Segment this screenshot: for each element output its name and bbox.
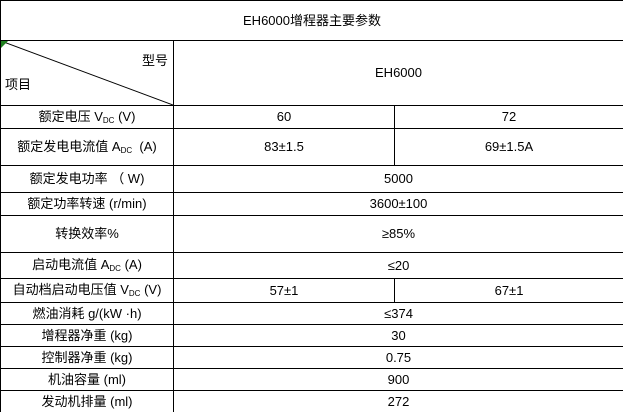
table-row: 控制器净重 (kg) 0.75	[0, 346, 623, 369]
table-row: 额定发电功率 （ W) 5000	[0, 165, 623, 193]
row-value: 900	[172, 368, 623, 391]
header-model-label: 型号	[141, 53, 168, 68]
label-subscript: DC	[120, 145, 133, 155]
row-label: 增程器净重 (kg)	[0, 324, 174, 347]
label-text: 额定电压 V	[38, 108, 103, 124]
label-unit: (V)	[114, 108, 136, 124]
row-label: 转换效率%	[0, 215, 174, 253]
row-value: 30	[172, 324, 623, 347]
row-label: 额定电压 VDC (V)	[0, 105, 174, 129]
header-corner-cell: 型号 项目	[0, 40, 174, 106]
row-label: 启动电流值 ADC (A)	[0, 252, 174, 279]
label-subscript: DC	[102, 115, 115, 125]
row-label: 发动机排量 (ml)	[0, 390, 174, 412]
label-text: 转换效率%	[55, 226, 119, 242]
row-value: 69±1.5A	[393, 128, 623, 166]
table-row: 额定电压 VDC (V) 60 72	[0, 105, 623, 129]
table-row: 发动机排量 (ml) 272	[0, 390, 623, 412]
label-text: 增程器净重 (kg)	[41, 327, 133, 343]
label-unit: (V)	[140, 282, 162, 298]
label-text: 燃油消耗 g/(kW ·h)	[32, 305, 142, 321]
table-row: 启动电流值 ADC (A) ≤20	[0, 252, 623, 279]
model-value-cell: EH6000	[172, 40, 623, 106]
row-value: 83±1.5	[173, 128, 395, 166]
row-value: 67±1	[393, 278, 623, 303]
label-text: 机油容量 (ml)	[48, 371, 126, 387]
row-value: 72	[393, 105, 623, 129]
label-text: 额定发电功率 （ W)	[29, 171, 145, 187]
row-label: 机油容量 (ml)	[0, 368, 174, 391]
table-title: EH6000增程器主要参数	[0, 0, 623, 41]
label-text: 额定发电电流值 A	[17, 138, 121, 154]
table-row: 增程器净重 (kg) 30	[0, 324, 623, 347]
table-row: 额定发电电流值 ADC (A) 83±1.5 69±1.5A	[0, 128, 623, 166]
row-value: ≥85%	[172, 215, 623, 253]
row-label: 控制器净重 (kg)	[0, 346, 174, 369]
title-row: EH6000增程器主要参数	[0, 0, 623, 41]
label-text: 启动电流值 A	[32, 257, 110, 273]
label-unit: (A)	[120, 257, 142, 273]
row-value: 3600±100	[172, 192, 623, 216]
row-label: 额定发电电流值 ADC (A)	[0, 128, 174, 166]
row-value: ≤374	[172, 302, 623, 325]
row-label: 燃油消耗 g/(kW ·h)	[0, 302, 174, 325]
label-text: 控制器净重 (kg)	[41, 349, 133, 365]
label-unit: (A)	[132, 138, 157, 154]
row-label: 自动档启动电压值 VDC (V)	[0, 278, 174, 303]
label-subscript: DC	[109, 264, 121, 274]
label-text: 自动档启动电压值 V	[12, 282, 129, 298]
label-text: 额定功率转速 (r/min)	[27, 196, 147, 212]
table-row: 自动档启动电压值 VDC (V) 57±1 67±1	[0, 278, 623, 303]
row-label: 额定功率转速 (r/min)	[0, 192, 174, 216]
header-row: 型号 项目 EH6000	[0, 40, 623, 106]
table-row: 额定功率转速 (r/min) 3600±100	[0, 192, 623, 216]
row-value: 5000	[172, 165, 623, 193]
row-value: 272	[172, 390, 623, 412]
diagonal-divider-line	[1, 41, 173, 105]
row-label: 额定发电功率 （ W)	[0, 165, 174, 193]
label-text: 发动机排量 (ml)	[41, 393, 133, 409]
header-item-label: 项目	[5, 77, 32, 93]
row-value: 0.75	[172, 346, 623, 369]
table-row: 燃油消耗 g/(kW ·h) ≤374	[0, 302, 623, 325]
label-subscript: DC	[128, 289, 141, 299]
row-value: ≤20	[172, 252, 623, 279]
table-row: 机油容量 (ml) 900	[0, 368, 623, 391]
row-value: 60	[173, 105, 395, 129]
row-value: 57±1	[173, 278, 395, 303]
table-row: 转换效率% ≥85%	[0, 215, 623, 253]
